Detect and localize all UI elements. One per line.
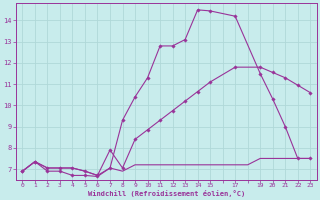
X-axis label: Windchill (Refroidissement éolien,°C): Windchill (Refroidissement éolien,°C)	[88, 190, 245, 197]
